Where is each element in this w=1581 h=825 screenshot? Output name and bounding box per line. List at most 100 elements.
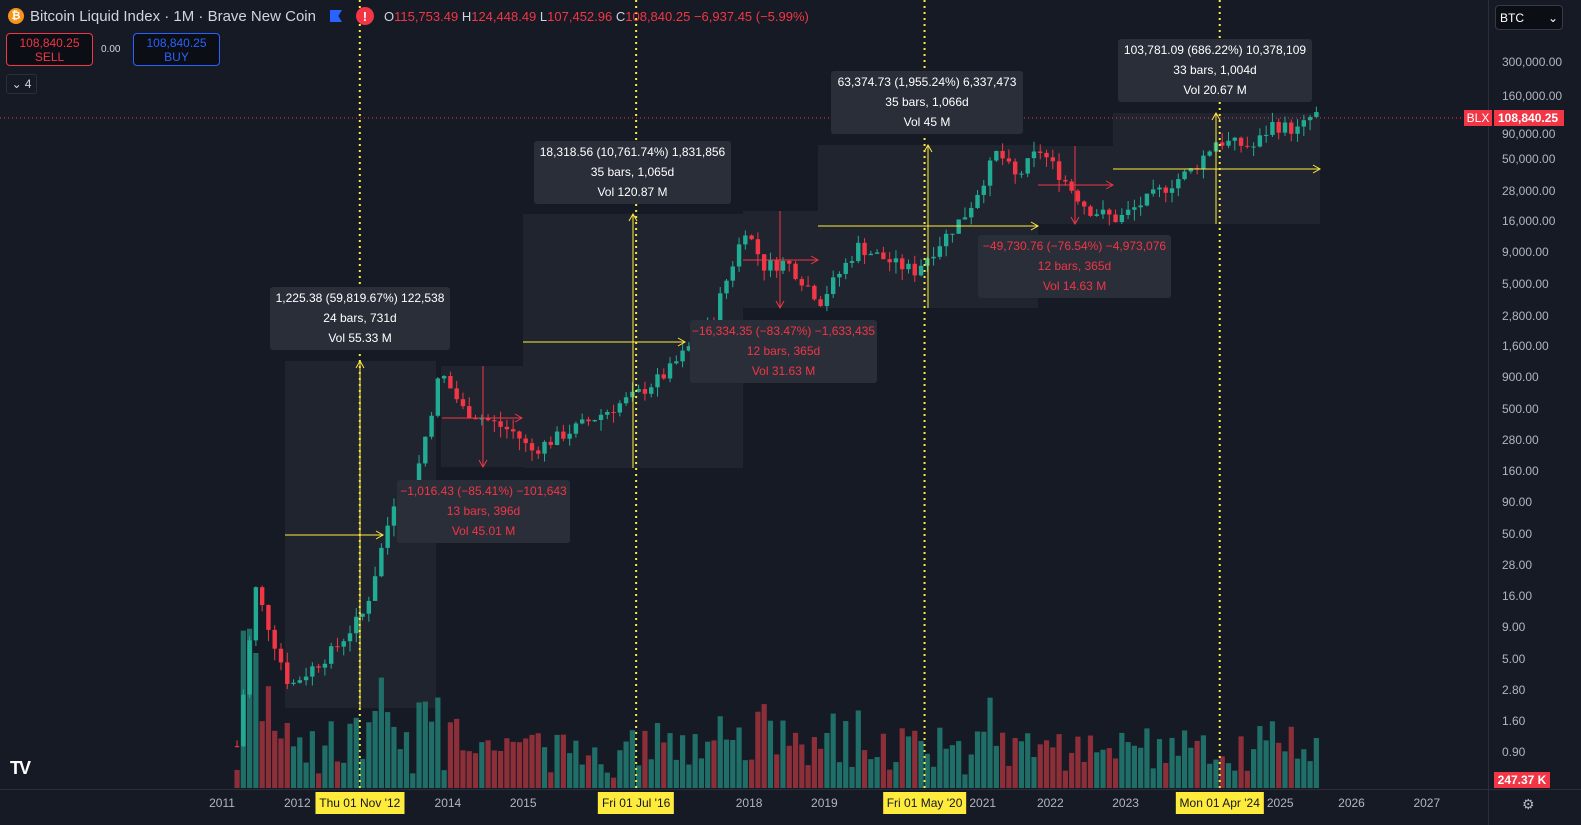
candle-body <box>1182 171 1187 180</box>
volume-bar <box>491 750 497 788</box>
candle-body <box>272 629 277 649</box>
candle-body <box>285 662 290 684</box>
crosshair-date-label: Thu 01 Nov '12 <box>315 792 405 814</box>
candle-body <box>837 273 842 278</box>
candle-body <box>1107 209 1112 215</box>
tradingview-logo[interactable]: TV <box>10 758 31 778</box>
volume-bar <box>541 747 548 788</box>
candle <box>1301 114 1307 136</box>
volume-bar <box>918 740 924 788</box>
volume-bar <box>692 734 698 788</box>
symbol-select[interactable]: BTC ⌄ <box>1495 5 1563 30</box>
candle-body <box>510 429 516 432</box>
price-axis[interactable]: 300,000.00 160,000.00 90,000.00 50,000.00 28… <box>1488 0 1581 825</box>
candle-body <box>1176 179 1181 189</box>
symbol-title[interactable]: Bitcoin Liquid Index · 1M · Brave New Co… <box>30 7 316 25</box>
candle <box>316 663 321 673</box>
candle <box>385 516 390 555</box>
candle <box>598 409 604 431</box>
measure-line1: 63,374.73 (1,955.24%) 6,337,473 <box>837 75 1017 89</box>
year-tick: 2027 <box>1413 796 1441 810</box>
candle <box>837 271 842 287</box>
candle <box>943 229 949 257</box>
volume-bar <box>742 760 748 788</box>
volume-bar <box>767 720 774 788</box>
volume-bar <box>755 711 761 788</box>
candle-body <box>912 263 917 276</box>
volume-bar <box>874 757 880 788</box>
volume-bar <box>1181 730 1188 788</box>
candle <box>1063 175 1068 186</box>
indicators-toggle[interactable]: ⌄ 4 <box>6 74 37 94</box>
volume-bar <box>705 741 711 788</box>
flag-icon[interactable] <box>329 10 342 22</box>
candle <box>874 249 880 255</box>
volume-bar <box>297 737 303 788</box>
volume-bar <box>290 746 297 788</box>
sell-button[interactable]: 108,840.25 SELL <box>6 33 93 66</box>
price-chart[interactable] <box>0 0 1488 789</box>
candle-body <box>379 547 384 577</box>
candle <box>881 246 886 260</box>
volume-bar <box>843 721 849 788</box>
volume-bar <box>403 732 410 788</box>
time-axis[interactable]: ⚙ Thu 01 Nov '12 Fri 01 Jul '16 Fri 01 May… <box>0 789 1581 825</box>
candle-body <box>761 254 767 271</box>
candle <box>592 419 597 422</box>
volume-bar <box>523 738 529 788</box>
year-tick: 2023 <box>1112 796 1139 810</box>
volume-bar <box>516 742 523 788</box>
candle <box>291 679 296 686</box>
candle-body <box>1263 134 1269 136</box>
alert-icon[interactable]: ! <box>355 7 374 25</box>
volume-bar <box>435 697 441 788</box>
candle <box>887 252 892 272</box>
candle <box>1226 132 1231 149</box>
candle <box>611 404 616 423</box>
candle <box>1094 209 1099 217</box>
candle <box>1144 193 1150 207</box>
candle-body <box>536 450 541 454</box>
candle <box>1157 184 1162 198</box>
candle-body <box>931 256 936 259</box>
volume-bar <box>849 766 855 788</box>
candle-body <box>341 641 346 647</box>
ohlc-values: O115,753.49 H124,448.49 L107,452.96 C108… <box>383 8 809 24</box>
buy-button[interactable]: 108,840.25 BUY <box>133 33 220 66</box>
candle <box>1025 158 1030 178</box>
candle <box>498 411 503 438</box>
measure-line3: Vol 20.67 M <box>1183 83 1247 97</box>
candle-body <box>856 242 861 262</box>
volume-bar <box>617 750 623 788</box>
volume-bar <box>1043 740 1050 788</box>
series-tag: BLX <box>1464 110 1492 126</box>
volume-bar <box>648 759 654 788</box>
candle <box>1006 149 1012 165</box>
candle-body <box>667 363 673 379</box>
candle-body <box>630 391 635 398</box>
volume-bar <box>510 741 516 788</box>
volume-bar <box>554 734 560 788</box>
candle <box>1050 149 1056 170</box>
volume-bar <box>1238 736 1244 788</box>
volume-bar <box>1087 735 1094 788</box>
candle <box>623 392 629 406</box>
volume-bar <box>1219 756 1225 788</box>
candle-body <box>297 680 303 683</box>
volume-bar <box>1050 747 1056 788</box>
candle-body <box>893 258 899 263</box>
volume-bar <box>761 704 767 788</box>
price-tick: 160.00 <box>1502 463 1539 478</box>
volume-bar <box>711 740 717 788</box>
volume-bar <box>1251 749 1257 788</box>
arrow-right-icon <box>514 413 524 423</box>
measure-line2: 24 bars, 731d <box>323 311 397 325</box>
settings-icon[interactable]: ⚙ <box>1522 796 1535 812</box>
candle <box>931 247 936 266</box>
candle <box>824 285 830 312</box>
candle-body <box>617 403 623 413</box>
volume-bar <box>1138 747 1144 788</box>
measure-line1: −49,730.76 (−76.54%) −4,973,076 <box>982 239 1167 253</box>
candle-body <box>1238 137 1244 146</box>
measure-label: 1,225.38 (59,819.67%) 122,538 24 bars, 73… <box>270 287 450 350</box>
